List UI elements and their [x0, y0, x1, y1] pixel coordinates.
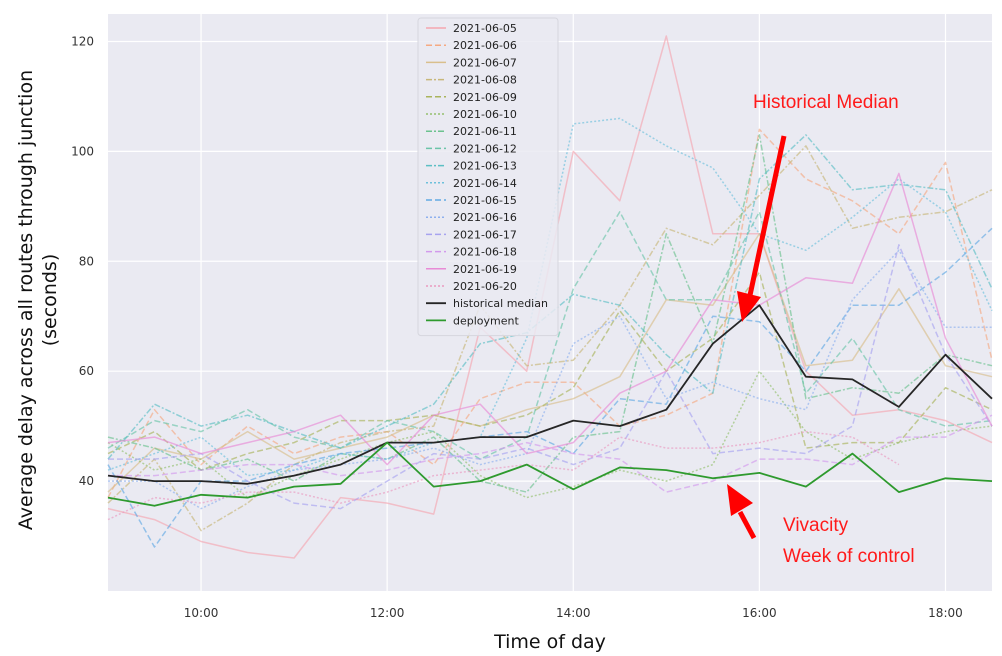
y-axis-title-group: Average delay across all routes through … [15, 70, 61, 530]
legend-entry-label: deployment [453, 314, 519, 327]
legend-entry-label: 2021-06-18 [453, 246, 517, 259]
legend-entry-label: 2021-06-11 [453, 125, 517, 138]
arrow-historical-median-head [737, 291, 761, 322]
legend-entry-label: 2021-06-07 [453, 56, 517, 69]
annotation-week-of-control: Week of control [783, 546, 915, 567]
legend-entry-label: 2021-06-08 [453, 74, 517, 87]
y-axis-title-line-2: (seconds) [39, 254, 61, 347]
legend-entry-label: historical median [453, 297, 548, 310]
y-tick-label: 100 [71, 144, 94, 158]
series-line-2021-06-20 [107, 430, 900, 521]
series-line-deployment [107, 441, 993, 507]
legend-entry-label: 2021-06-05 [453, 22, 517, 35]
series-line-2021-06-07 [107, 233, 993, 493]
legend-entry-label: 2021-06-06 [453, 39, 517, 52]
y-axis-title-line-1: Average delay across all routes through … [15, 70, 37, 530]
x-tick-label: 14:00 [556, 606, 591, 620]
legend-entry-label: 2021-06-13 [453, 160, 517, 173]
legend: 2021-06-05 2021-06-06 2021-06-07 2021-06-08… [417, 17, 559, 337]
tick-labels: 10:00 12:00 14:00 16:00 18:00 40 60 80 100 120 [71, 34, 963, 620]
x-tick-label: 16:00 [742, 606, 777, 620]
arrow-vivacity-shaft [737, 510, 757, 540]
series-line-2021-06-16 [108, 249, 992, 510]
legend-entry-label: 2021-06-15 [453, 194, 517, 207]
series-line-historical-median [107, 304, 993, 485]
y-tick-label: 40 [79, 474, 94, 488]
series-line-2021-06-13 [107, 134, 993, 460]
legend-entry-label: 2021-06-20 [453, 280, 517, 293]
series-line-2021-06-12 [107, 211, 993, 460]
legend-entry-label: 2021-06-19 [453, 263, 517, 276]
y-tick-label: 60 [79, 364, 94, 378]
series-line-2021-06-06 [107, 128, 993, 498]
legend-entry-label: 2021-06-14 [453, 177, 517, 190]
legend-entry-label: 2021-06-17 [453, 228, 517, 241]
annotation-historical-median: Historical Median [753, 92, 899, 113]
legend-entry-label: 2021-06-09 [453, 91, 517, 104]
legend-entry-label: 2021-06-16 [453, 211, 517, 224]
x-tick-label: 18:00 [928, 606, 963, 620]
x-tick-label: 10:00 [184, 606, 219, 620]
x-tick-label: 12:00 [370, 606, 405, 620]
series-line-2021-06-09 [107, 271, 993, 471]
arrow-vivacity-head [727, 484, 753, 516]
y-tick-label: 80 [79, 254, 94, 268]
series-line-2021-06-19 [107, 172, 993, 466]
annotations: Historical Median Vivacity Week of contr… [727, 92, 915, 567]
x-axis-title: Time of day [493, 631, 606, 653]
series-line-2021-06-17 [108, 244, 993, 510]
arrow-historical-median-shaft [746, 135, 787, 301]
legend-box [417, 17, 559, 337]
annotation-vivacity: Vivacity [783, 515, 849, 536]
legend-entry-label: 2021-06-12 [453, 142, 517, 155]
legend-entry-label: 2021-06-10 [453, 108, 517, 121]
series-line-2021-06-18 [108, 414, 993, 493]
y-tick-label: 120 [71, 34, 94, 48]
series-line-2021-06-11 [107, 134, 993, 493]
series-line-2021-06-15 [107, 227, 993, 548]
